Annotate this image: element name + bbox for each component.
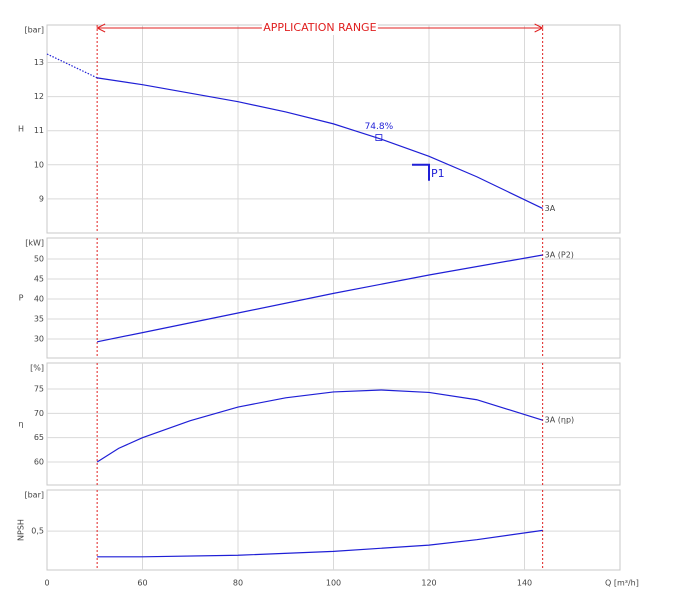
series-line bbox=[97, 77, 543, 209]
y-tick-label: 65 bbox=[34, 433, 44, 442]
y-tick-label: 9 bbox=[39, 194, 44, 203]
x-tick-label: 100 bbox=[326, 579, 341, 588]
series-label: 3A (P2) bbox=[545, 251, 574, 260]
y-unit: [bar] bbox=[24, 26, 44, 35]
y-unit: [%] bbox=[30, 364, 44, 373]
annotation-label: P1 bbox=[431, 167, 445, 180]
y-unit: [bar] bbox=[24, 491, 44, 500]
y-tick-label: 75 bbox=[34, 385, 44, 394]
range-arrow-head bbox=[96, 23, 106, 33]
title-background bbox=[261, 21, 378, 35]
y-tick-label: 10 bbox=[34, 160, 44, 169]
duty-point-marker bbox=[412, 163, 430, 181]
x-axis-label: Q [m³/h] bbox=[605, 579, 639, 588]
annotation-label: 74.8% bbox=[365, 122, 394, 132]
chart-title: APPLICATION RANGE bbox=[263, 21, 376, 34]
x-tick-label: 140 bbox=[517, 579, 532, 588]
y-axis-label: NPSH bbox=[17, 519, 26, 541]
y-tick-label: 13 bbox=[34, 58, 44, 67]
y-tick-label: 0,5 bbox=[31, 527, 44, 536]
y-tick-label: 12 bbox=[34, 92, 44, 101]
x-tick-label: 0 bbox=[44, 579, 49, 588]
y-tick-label: 60 bbox=[34, 457, 44, 466]
series-label: 3A bbox=[545, 204, 556, 213]
x-tick-label: 60 bbox=[137, 579, 147, 588]
y-tick-label: 40 bbox=[34, 295, 44, 304]
y-tick-label: 50 bbox=[34, 255, 44, 264]
best-efficiency-marker bbox=[375, 134, 383, 141]
series-label: 3A (ηp) bbox=[545, 416, 575, 425]
series-line bbox=[97, 529, 543, 558]
y-tick-label: 45 bbox=[34, 275, 44, 284]
y-axis-label: P bbox=[19, 294, 24, 303]
y-tick-label: 35 bbox=[34, 315, 44, 324]
y-tick-label: 70 bbox=[34, 409, 44, 418]
y-tick-label: 30 bbox=[34, 335, 44, 344]
y-unit: [kW] bbox=[25, 239, 44, 248]
y-axis-label: η bbox=[18, 420, 23, 429]
y-axis-label: H bbox=[18, 125, 24, 134]
series-line bbox=[96, 389, 543, 463]
series-line bbox=[46, 53, 98, 79]
x-tick-label: 80 bbox=[233, 579, 243, 588]
series-line bbox=[97, 254, 543, 343]
x-tick-label: 120 bbox=[421, 579, 436, 588]
range-arrow-head bbox=[534, 23, 544, 33]
y-tick-label: 11 bbox=[34, 126, 44, 135]
